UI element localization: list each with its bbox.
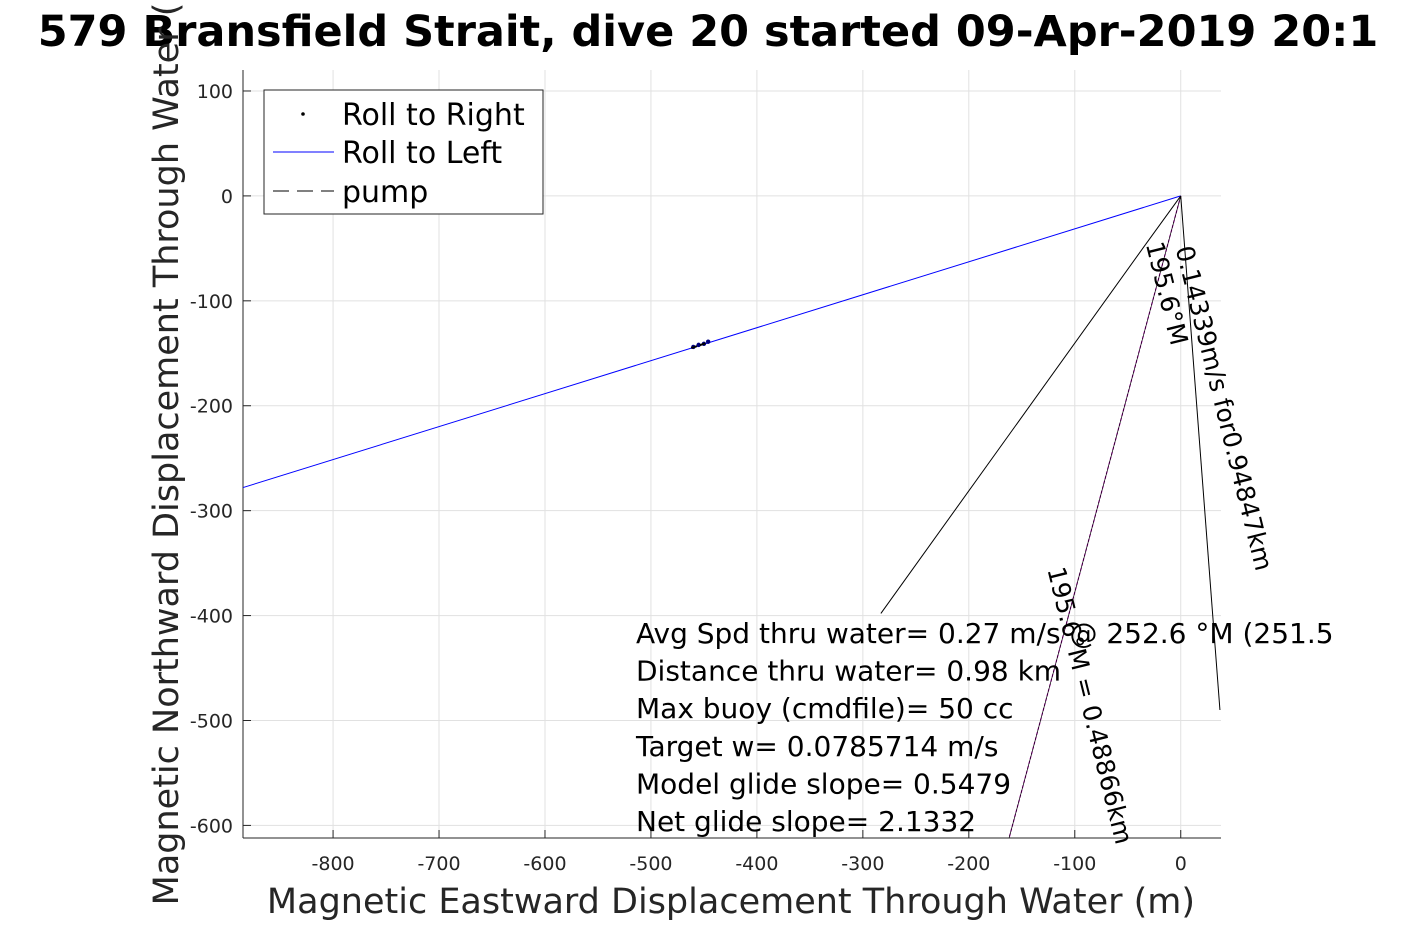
x-tick-label: -800 (312, 853, 355, 875)
y-tick-label: -200 (190, 396, 233, 418)
rotated-annotation: 0.14339m/s for0.94847km (1170, 243, 1279, 574)
annotation-line: Distance thru water= 0.98 km (636, 655, 1061, 688)
legend-label: pump (342, 175, 428, 210)
x-tick-label: -400 (735, 853, 778, 875)
y-tick-label: 100 (197, 81, 233, 103)
x-tick-label: 0 (1175, 853, 1187, 875)
rotated-annotation: 195.6°M = 0.48866km (1041, 564, 1138, 847)
x-tick-label: -700 (417, 853, 460, 875)
y-axis-label: Magnetic Northward Displacement Through … (147, 3, 187, 906)
y-tick-label: -400 (190, 606, 233, 628)
series-line-roll-to-left (242, 195, 1181, 489)
data-point-roll-to-right (696, 342, 701, 348)
annotation-line: Avg Spd thru water= 0.27 m/s @ 252.6 °M … (636, 617, 1334, 650)
chart-title: 579 Bransfield Strait, dive 20 started 0… (38, 7, 1379, 57)
series-line-line-c (1180, 195, 1221, 711)
data-point-roll-to-right (705, 339, 711, 344)
x-tick-label: -500 (629, 853, 672, 875)
annotation-line: Net glide slope= 2.1332 (636, 805, 976, 838)
y-tick-label: -500 (190, 710, 233, 732)
x-tick-label: -200 (947, 853, 990, 875)
x-tick-label: -100 (1053, 853, 1096, 875)
annotation-line: Model glide slope= 0.5479 (636, 767, 1011, 800)
series-line-heading-overlay (1008, 195, 1182, 839)
x-tick-label: -300 (841, 853, 884, 875)
series-line-pump (690, 341, 708, 349)
y-tick-label: -600 (190, 815, 233, 837)
legend-marker-dot (301, 112, 305, 116)
series-line-line-b (880, 243, 1147, 614)
x-tick-label: -600 (523, 853, 566, 875)
chart-text: Avg Spd thru water= 0.27 m/s @ 252.6 °M … (38, 3, 1379, 922)
series-line-line-a (1145, 195, 1182, 245)
axes: -800 -700 -600 -500 -400 -300 -200 -100 0 100 0 -10… (190, 70, 1221, 875)
legend-label: Roll to Left (342, 136, 502, 171)
annotation-line: Max buoy (cmdfile)= 50 cc (636, 692, 1014, 725)
y-tick-label: -100 (190, 291, 233, 313)
legend-label: Roll to Right (342, 98, 525, 133)
annotation-line: Target w= 0.0785714 m/s (635, 730, 998, 763)
y-tick-label: -300 (190, 501, 233, 523)
y-tick-label: 0 (221, 186, 233, 208)
x-axis-label: Magnetic Eastward Displacement Through W… (267, 882, 1195, 922)
